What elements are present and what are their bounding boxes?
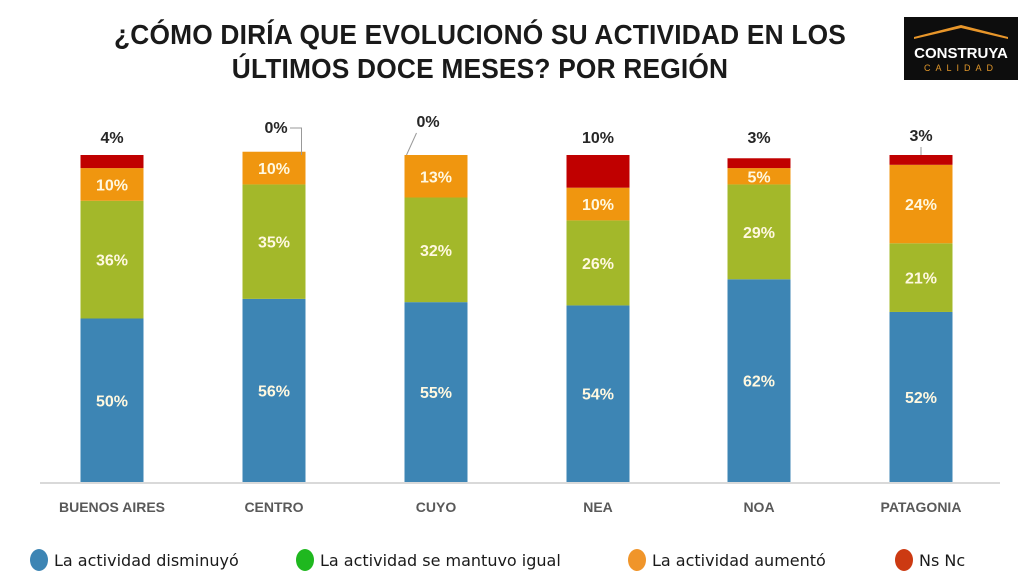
data-label-nsnc: 3%: [747, 130, 770, 147]
bar-segment-la-actividad-disminuy--noa: [727, 279, 791, 482]
leader-line: [290, 127, 302, 155]
legend-item-mantuvo: La actividad se mantuvo igual: [296, 545, 561, 575]
bar-segment-la-actividad-se-mantuvo-igual-nea: [566, 220, 630, 306]
bar-segment-la-actividad-se-mantuvo-igual-noa: [727, 184, 791, 280]
data-label: 29%: [743, 225, 775, 242]
bar-segment-la-actividad-aument--centro: [242, 151, 306, 185]
category-label: NOA: [743, 499, 774, 515]
data-label: 36%: [96, 253, 128, 270]
data-label-nsnc: 10%: [582, 130, 614, 147]
legend-dot-icon: [30, 549, 48, 571]
bar-segment-la-actividad-se-mantuvo-igual-buenos-aires: [80, 200, 144, 319]
roof-icon: [914, 25, 1008, 39]
bar-segment-ns-nc-buenos-aires: [80, 155, 144, 169]
bar-segment-la-actividad-se-mantuvo-igual-cuyo: [404, 197, 468, 303]
data-label: 26%: [582, 256, 614, 273]
data-label-nsnc: 4%: [100, 130, 123, 147]
bar-segment-la-actividad-disminuy--cuyo: [404, 302, 468, 482]
bar-segment-la-actividad-disminuy--buenos-aires: [80, 318, 144, 482]
bar-segment-ns-nc-noa: [727, 158, 791, 169]
stacked-bar-chart: 50% 36% 10% 4% BUENOS AIRES 56% 35% 10% 0% CENTRO…: [40, 114, 1000, 515]
chart-title: ¿CÓMO DIRÍA QUE EVOLUCIONÓ SU ACTIVIDAD …: [85, 18, 875, 86]
data-label: 62%: [743, 374, 775, 391]
data-label: 5%: [747, 169, 770, 186]
legend-label: La actividad se mantuvo igual: [320, 550, 561, 570]
data-label-nsnc: 0%: [416, 114, 439, 131]
category-label: CENTRO: [244, 499, 303, 515]
legend-item-disminuyo: La actividad disminuyó: [30, 545, 239, 575]
logo-brand-text: CONSTRUYA: [914, 45, 1008, 62]
data-label: 10%: [582, 197, 614, 214]
data-label: 56%: [258, 383, 290, 400]
bar-segment-la-actividad-disminuy--patagonia: [889, 311, 953, 482]
data-label: 52%: [905, 390, 937, 407]
data-label-nsnc: 0%: [264, 120, 287, 137]
category-label: BUENOS AIRES: [59, 499, 165, 515]
bar-segment-la-actividad-se-mantuvo-igual-centro: [242, 184, 306, 299]
legend-item-aumento: La actividad aumentó: [628, 545, 826, 575]
bar-segment-la-actividad-aument--nea: [566, 187, 630, 221]
bar-segment-la-actividad-aument--buenos-aires: [80, 168, 144, 201]
bar-segment-ns-nc-nea: [566, 155, 630, 188]
legend-dot-icon: [296, 549, 314, 571]
data-label: 24%: [905, 197, 937, 214]
data-label: 21%: [905, 271, 937, 288]
data-label: 50%: [96, 393, 128, 410]
construya-logo: CONSTRUYA CALIDAD: [904, 17, 1018, 80]
data-label-nsnc: 3%: [909, 128, 932, 145]
data-label: 32%: [420, 243, 452, 260]
legend: La actividad disminuyó La actividad se m…: [0, 545, 1024, 575]
bar-segment-la-actividad-disminuy--centro: [242, 298, 306, 482]
category-label: NEA: [583, 499, 613, 515]
bar-segment-la-actividad-aument--cuyo: [404, 155, 468, 198]
chart-title-line-1: ¿CÓMO DIRÍA QUE EVOLUCIONÓ SU ACTIVIDAD …: [114, 19, 846, 50]
legend-dot-icon: [895, 549, 913, 571]
bar-segment-la-actividad-aument--noa: [727, 168, 791, 185]
leader-line: [406, 132, 417, 156]
data-label: 54%: [582, 387, 614, 404]
data-label: 13%: [420, 169, 452, 186]
chart-title-line-2: ÚLTIMOS DOCE MESES? POR REGIÓN: [231, 53, 729, 84]
bar-segment-ns-nc-patagonia: [889, 155, 953, 165]
legend-item-nsnc: Ns Nc: [895, 545, 965, 575]
bar-segment-la-actividad-se-mantuvo-igual-patagonia: [889, 243, 953, 312]
category-label: PATAGONIA: [881, 499, 962, 515]
legend-label: Ns Nc: [919, 550, 966, 570]
bar-segment-la-actividad-disminuy--nea: [566, 305, 630, 482]
category-label: CUYO: [416, 499, 457, 515]
data-label: 10%: [96, 177, 128, 194]
data-label: 55%: [420, 385, 452, 402]
legend-label: La actividad disminuyó: [54, 550, 239, 570]
legend-label: La actividad aumentó: [652, 550, 826, 570]
data-label: 10%: [258, 161, 290, 178]
bar-segment-la-actividad-aument--patagonia: [889, 164, 953, 244]
data-label: 35%: [258, 235, 290, 252]
legend-dot-icon: [628, 549, 646, 571]
logo-sub-text: CALIDAD: [923, 63, 998, 73]
